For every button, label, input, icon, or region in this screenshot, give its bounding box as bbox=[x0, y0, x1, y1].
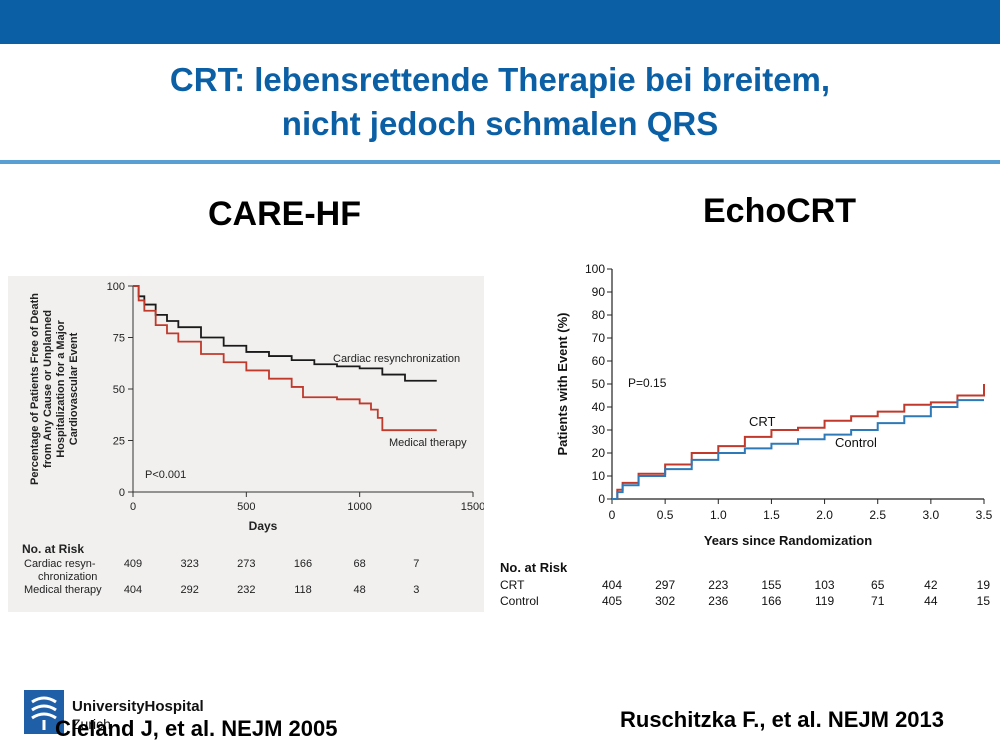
hospital-logo-icon bbox=[24, 690, 64, 734]
y-tick-label: 40 bbox=[592, 400, 606, 414]
echocrt-citation: Ruschitzka F., et al. NEJM 2013 bbox=[620, 707, 945, 732]
x-axis-title: Days bbox=[249, 519, 278, 533]
care-hf-citation: Cleland J, et al. NEJM 2005 bbox=[55, 716, 338, 741]
logo-subtitle: Zurich bbox=[72, 716, 111, 732]
slide-title: CRT: lebensrettende Therapie bei breitem… bbox=[0, 58, 1000, 146]
x-tick-label: 1000 bbox=[347, 501, 371, 513]
logo-name: UniversityHospital bbox=[72, 698, 204, 715]
x-axis-title: Years since Randomization bbox=[704, 533, 872, 548]
risk-value: 292 bbox=[180, 584, 198, 596]
risk-row-label: Cardiac resyn- bbox=[24, 558, 96, 570]
y-tick-label: 0 bbox=[119, 487, 125, 499]
x-tick-label: 1.5 bbox=[763, 508, 780, 522]
y-axis-title: Patients with Event (%) bbox=[555, 312, 570, 455]
x-tick-label: 0.5 bbox=[657, 508, 674, 522]
x-tick-label: 2.5 bbox=[869, 508, 886, 522]
x-tick-label: 3.0 bbox=[923, 508, 940, 522]
y-tick-label: 20 bbox=[592, 446, 606, 460]
risk-value: 273 bbox=[237, 558, 255, 570]
risk-value: 48 bbox=[354, 584, 366, 596]
risk-value: 19 bbox=[977, 578, 991, 592]
series-label-control: Control bbox=[835, 435, 877, 450]
y-tick-label: 80 bbox=[592, 308, 606, 322]
risk-row-label: chronization bbox=[38, 571, 97, 583]
risk-value: 71 bbox=[871, 594, 885, 608]
p-value-annotation: P=0.15 bbox=[628, 376, 667, 390]
series-label-medical-therapy: Medical therapy bbox=[389, 437, 467, 449]
x-tick-label: 2.0 bbox=[816, 508, 833, 522]
y-tick-label: 50 bbox=[592, 377, 606, 391]
x-tick-label: 0 bbox=[130, 501, 136, 513]
x-tick-label: 500 bbox=[237, 501, 255, 513]
top-banner bbox=[0, 0, 1000, 44]
risk-table-header: No. at Risk bbox=[500, 560, 568, 575]
care-hf-heading: CARE-HF bbox=[208, 195, 361, 233]
risk-value: 409 bbox=[124, 558, 142, 570]
echocrt-chart: 0 10 20 30 40 50 60 70 80 90 100 0 0.5 1.0 1.5 2.0 2.5 3.… bbox=[500, 262, 993, 608]
y-axis-title-line: Percentage of Patients Free of Death bbox=[29, 293, 41, 485]
x-tick-label: 3.5 bbox=[976, 508, 993, 522]
title-divider bbox=[0, 160, 1000, 164]
risk-value: 155 bbox=[761, 578, 781, 592]
risk-value: 404 bbox=[124, 584, 142, 596]
y-tick-label: 10 bbox=[592, 469, 606, 483]
series-label-cardiac-resynchronization: Cardiac resynchronization bbox=[333, 353, 460, 365]
y-tick-label: 90 bbox=[592, 285, 606, 299]
y-tick-label: 70 bbox=[592, 331, 606, 345]
risk-value: 103 bbox=[815, 578, 835, 592]
risk-value: 7 bbox=[413, 558, 419, 570]
x-tick-label: 1.0 bbox=[710, 508, 727, 522]
y-tick-label: 30 bbox=[592, 423, 606, 437]
risk-value: 65 bbox=[871, 578, 885, 592]
risk-row-label: Control bbox=[500, 594, 539, 608]
y-axis-title-line: from Any Cause or Unplanned bbox=[42, 310, 54, 468]
series-line-control bbox=[612, 399, 984, 500]
risk-value: 166 bbox=[294, 558, 312, 570]
risk-row-label: Medical therapy bbox=[24, 584, 102, 596]
risk-value: 323 bbox=[180, 558, 198, 570]
y-tick-label: 60 bbox=[592, 354, 606, 368]
y-tick-label: 50 bbox=[113, 384, 125, 396]
x-tick-label: 1500 bbox=[461, 501, 484, 513]
risk-value: 223 bbox=[708, 578, 728, 592]
p-value-annotation: P<0.001 bbox=[145, 469, 186, 481]
slide-title-line2: nicht jedoch schmalen QRS bbox=[281, 105, 719, 142]
x-tick-label: 0 bbox=[609, 508, 616, 522]
risk-value: 68 bbox=[354, 558, 366, 570]
risk-value: 404 bbox=[602, 578, 622, 592]
y-axis-title-line: Hospitalization for a Major bbox=[55, 320, 67, 458]
risk-row-label: CRT bbox=[500, 578, 525, 592]
risk-value: 302 bbox=[655, 594, 675, 608]
risk-value: 15 bbox=[977, 594, 991, 608]
series-line-medical-therapy bbox=[133, 285, 437, 432]
y-tick-label: 25 bbox=[113, 436, 125, 448]
risk-value: 232 bbox=[237, 584, 255, 596]
echocrt-chart-panel: 0 10 20 30 40 50 60 70 80 90 100 0 0.5 1.0 1.5 2.0 2.5 3.… bbox=[494, 258, 1000, 618]
risk-value: 44 bbox=[924, 594, 938, 608]
risk-value: 119 bbox=[815, 594, 834, 608]
risk-value: 42 bbox=[924, 578, 938, 592]
care-hf-chart-panel: 0 25 50 75 100 0 500 1000 1500 Days Percentage of … bbox=[8, 276, 485, 612]
risk-value: 405 bbox=[602, 594, 622, 608]
y-tick-label: 100 bbox=[585, 262, 605, 276]
risk-value: 3 bbox=[413, 584, 419, 596]
echocrt-heading: EchoCRT bbox=[703, 192, 856, 230]
y-tick-label: 75 bbox=[113, 333, 125, 345]
y-tick-label: 0 bbox=[598, 492, 605, 506]
risk-value: 236 bbox=[708, 594, 728, 608]
risk-value: 297 bbox=[655, 578, 675, 592]
y-axis-title-line: Cardiovascular Event bbox=[68, 332, 80, 445]
risk-value: 166 bbox=[761, 594, 781, 608]
risk-value: 118 bbox=[294, 584, 312, 596]
series-label-crt: CRT bbox=[749, 414, 776, 429]
slide-title-line1: CRT: lebensrettende Therapie bei breitem… bbox=[169, 61, 831, 98]
y-tick-label: 100 bbox=[107, 281, 125, 293]
risk-table-header: No. at Risk bbox=[22, 542, 84, 556]
